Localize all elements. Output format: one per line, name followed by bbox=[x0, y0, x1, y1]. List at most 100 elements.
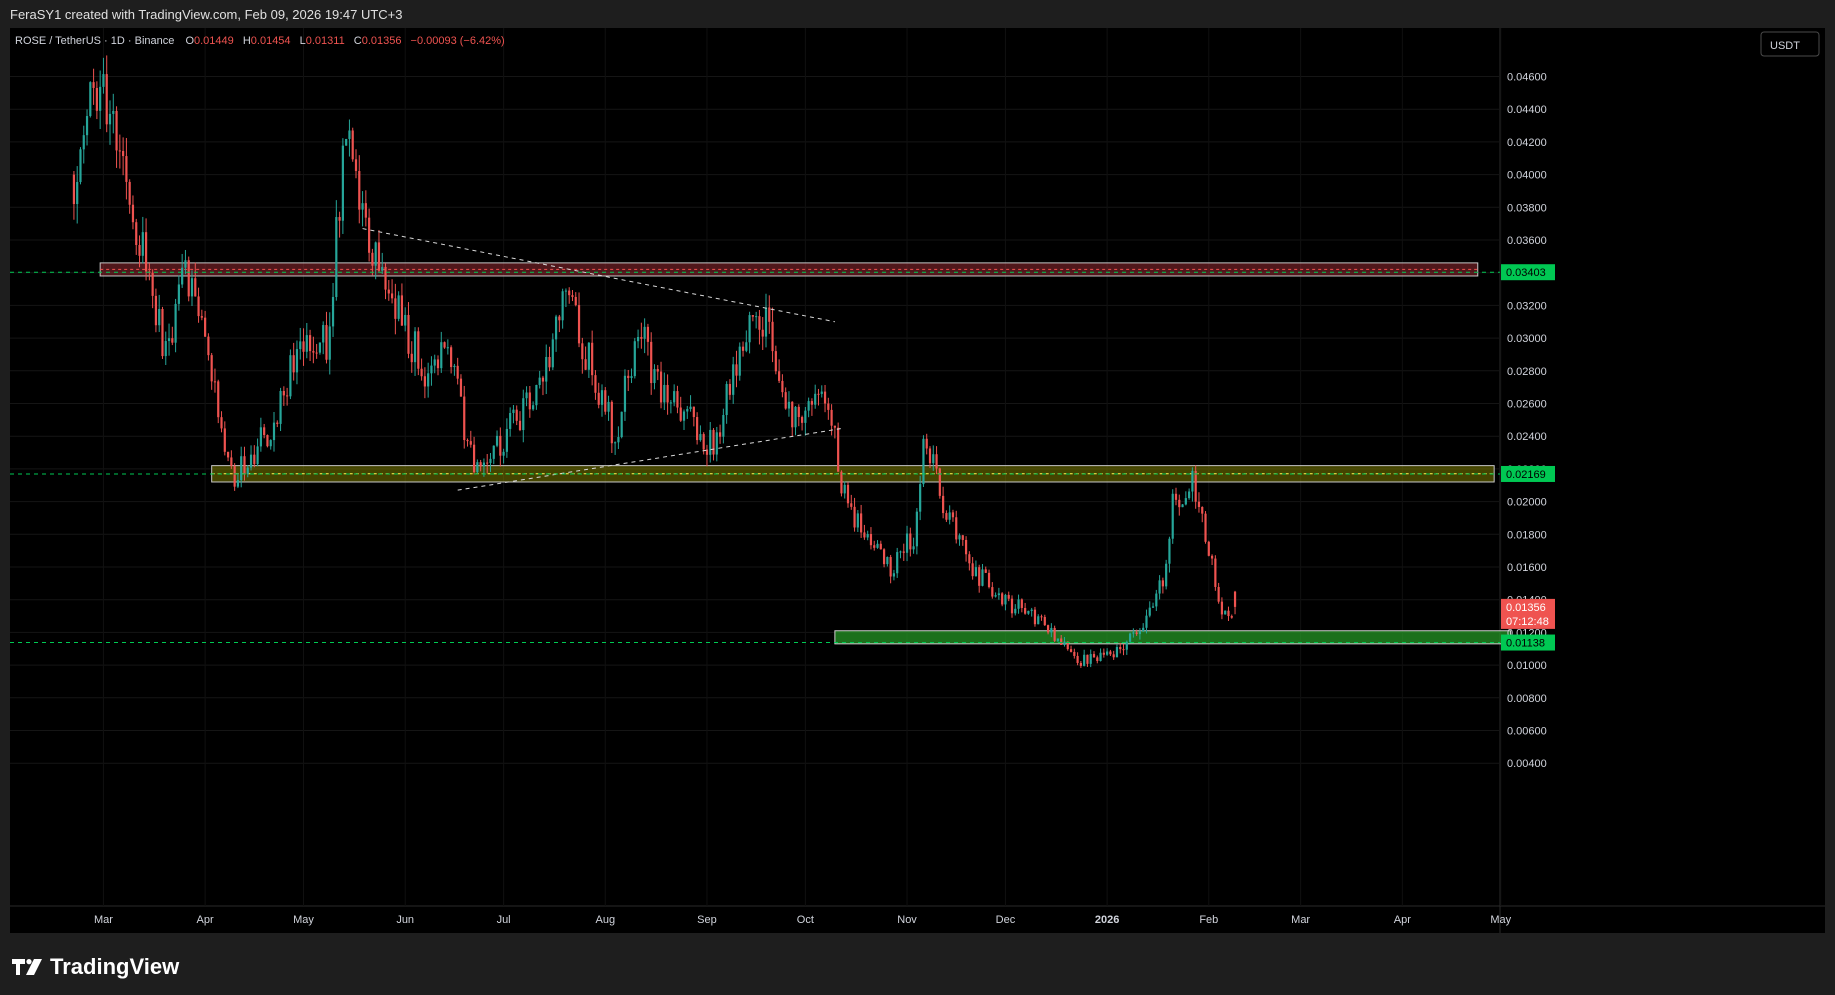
candle bbox=[1230, 614, 1233, 619]
candle bbox=[669, 399, 672, 414]
candle bbox=[246, 465, 249, 478]
candle bbox=[1017, 594, 1020, 614]
candle bbox=[499, 427, 502, 467]
candle bbox=[905, 525, 909, 562]
candle bbox=[1069, 645, 1073, 653]
price-axis[interactable]: 0.004000.006000.008000.010000.012000.014… bbox=[1507, 72, 1547, 771]
candle bbox=[623, 369, 627, 421]
candle bbox=[846, 482, 850, 508]
candle bbox=[217, 379, 220, 424]
candle bbox=[253, 445, 256, 468]
candle bbox=[1188, 488, 1191, 500]
y-tick-label: 0.03200 bbox=[1507, 300, 1547, 312]
candle bbox=[574, 292, 577, 307]
level-lines-layer bbox=[10, 271, 1500, 644]
candle bbox=[233, 463, 236, 491]
candle bbox=[958, 533, 961, 546]
candle bbox=[827, 397, 830, 420]
candle bbox=[1155, 589, 1158, 612]
y-tick-label: 0.04400 bbox=[1507, 104, 1547, 116]
candle bbox=[489, 453, 492, 472]
y-tick-label: 0.01800 bbox=[1507, 529, 1547, 541]
support-zone[interactable] bbox=[834, 630, 1512, 645]
y-tick-label: 0.00400 bbox=[1507, 758, 1547, 770]
candle bbox=[243, 446, 246, 481]
level-label: 0.03403 bbox=[1506, 267, 1546, 279]
candle bbox=[1119, 643, 1122, 654]
candle bbox=[938, 467, 941, 499]
x-tick-label: Jun bbox=[396, 914, 414, 926]
candle bbox=[997, 587, 1000, 600]
candle bbox=[197, 287, 200, 323]
candle bbox=[643, 318, 646, 354]
chart-frame[interactable]: 0.004000.006000.008000.010000.012000.014… bbox=[10, 28, 1825, 933]
candle bbox=[1204, 511, 1207, 544]
y-tick-label: 0.03000 bbox=[1507, 333, 1547, 345]
open-value: 0.01449 bbox=[194, 35, 234, 47]
price-chart[interactable]: 0.004000.006000.008000.010000.012000.014… bbox=[10, 28, 1825, 933]
candle bbox=[108, 100, 112, 145]
candle bbox=[554, 314, 558, 352]
tradingview-brand[interactable]: TradingView bbox=[12, 954, 179, 980]
candle bbox=[509, 407, 512, 437]
candle bbox=[1112, 650, 1115, 660]
candle bbox=[856, 510, 859, 533]
candle bbox=[390, 279, 394, 304]
candle bbox=[194, 262, 197, 297]
candle bbox=[1043, 614, 1046, 626]
candle bbox=[758, 309, 761, 345]
candle bbox=[181, 253, 184, 288]
ascending-trendline[interactable] bbox=[457, 427, 845, 491]
candle bbox=[118, 134, 121, 169]
candle bbox=[561, 288, 564, 329]
candle bbox=[505, 418, 508, 458]
y-tick-label: 0.00600 bbox=[1507, 726, 1547, 738]
x-tick-label: Apr bbox=[197, 914, 214, 926]
candle bbox=[141, 216, 144, 264]
candle bbox=[1194, 465, 1197, 509]
candle bbox=[72, 170, 76, 220]
candle bbox=[636, 329, 640, 349]
y-tick-label: 0.02400 bbox=[1507, 431, 1547, 443]
time-axis[interactable]: Mar Apr May Jun Jul Aug Sep Oct Nov Dec 2026 Feb Mar… bbox=[94, 914, 1512, 926]
candle bbox=[518, 411, 522, 432]
candle bbox=[256, 438, 259, 467]
candle bbox=[92, 68, 95, 105]
candle bbox=[522, 389, 525, 443]
candle bbox=[446, 339, 449, 355]
candle bbox=[974, 560, 978, 577]
candle bbox=[512, 404, 515, 424]
candle bbox=[1145, 609, 1148, 634]
candle bbox=[807, 397, 810, 418]
candle bbox=[787, 391, 791, 417]
y-tick-label: 0.00800 bbox=[1507, 693, 1547, 705]
candle bbox=[348, 119, 351, 157]
candle bbox=[663, 372, 666, 410]
candle bbox=[1233, 590, 1237, 615]
candle bbox=[492, 445, 495, 465]
candle bbox=[594, 370, 597, 400]
candle bbox=[1060, 634, 1063, 645]
candle bbox=[384, 263, 387, 300]
candle bbox=[1227, 606, 1230, 622]
candle bbox=[125, 137, 128, 200]
candle bbox=[886, 556, 889, 567]
candle bbox=[131, 195, 135, 230]
candle bbox=[102, 57, 105, 94]
descending-trendline[interactable] bbox=[362, 228, 835, 323]
candle bbox=[279, 387, 282, 432]
candle bbox=[732, 356, 735, 404]
candle bbox=[174, 298, 177, 353]
candle bbox=[545, 344, 548, 395]
candle bbox=[99, 70, 102, 130]
candle bbox=[1125, 640, 1128, 655]
candle bbox=[1007, 591, 1010, 602]
candle bbox=[1053, 625, 1056, 643]
candle bbox=[440, 331, 443, 373]
candle bbox=[551, 333, 554, 371]
currency-button[interactable]: USDT bbox=[1760, 31, 1820, 57]
candle bbox=[190, 270, 194, 307]
candle bbox=[240, 446, 243, 488]
candle bbox=[171, 326, 174, 346]
high-label: H bbox=[243, 35, 251, 47]
